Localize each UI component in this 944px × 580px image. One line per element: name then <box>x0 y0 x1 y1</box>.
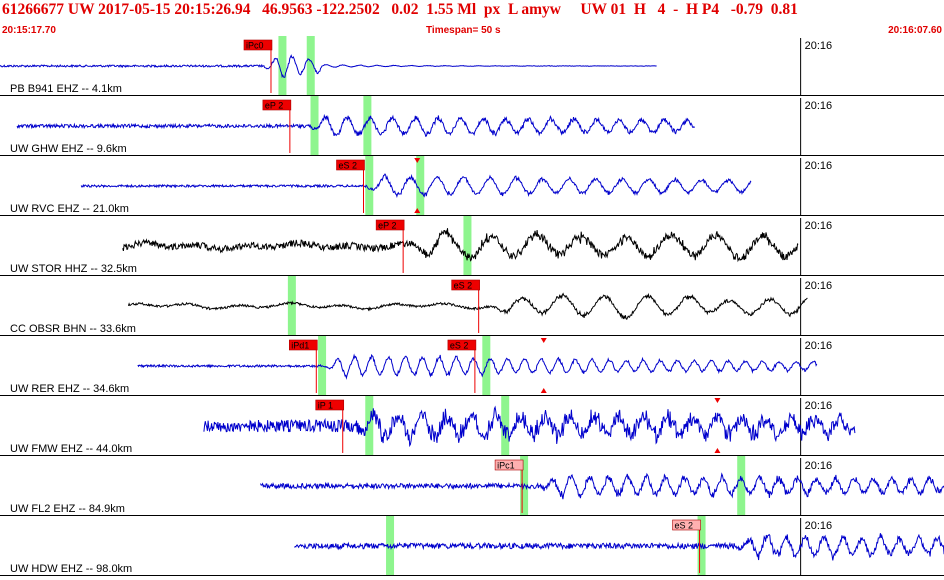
station-row[interactable]: 20:16 eP 2 UW GHW EHZ -- 9.6km <box>0 96 944 156</box>
amplitude-max-marker <box>414 158 421 163</box>
phase-window <box>287 276 296 335</box>
pick-label: iPd1 <box>291 341 309 351</box>
waveform-trace <box>122 228 799 263</box>
station-row[interactable]: 20:16 iP 1 UW FMW EHZ -- 44.0km <box>0 396 944 456</box>
phase-window <box>416 156 425 215</box>
amplitude-min-marker <box>414 208 421 213</box>
station-row[interactable]: 20:16 eS 2 UW HDW EHZ -- 98.0km <box>0 516 944 576</box>
pick-flag[interactable] <box>315 399 345 411</box>
time-tick-label: 20:16 <box>805 520 833 532</box>
pick-label: eS 2 <box>675 521 694 531</box>
waveform-trace <box>294 533 944 561</box>
station-row[interactable]: 20:16 iPd1 eS 2 UW RER EHZ -- 34.6km <box>0 336 944 396</box>
phase-window <box>363 96 372 155</box>
pick-label: eP 2 <box>265 101 283 111</box>
station-label: UW RER EHZ -- 34.6km <box>10 383 129 395</box>
station-label: UW FL2 EHZ -- 84.9km <box>10 503 125 515</box>
pick-flag[interactable] <box>494 459 524 471</box>
phase-window <box>737 456 746 515</box>
pick-label: eS 2 <box>454 281 473 291</box>
pick-label: iPc1 <box>497 461 515 471</box>
waveform-trace <box>203 405 856 448</box>
phase-window <box>365 156 374 215</box>
station-label: UW GHW EHZ -- 9.6km <box>10 143 127 155</box>
pick-label: eS 2 <box>338 161 357 171</box>
waveform-trace <box>16 113 695 138</box>
pick-flag[interactable] <box>336 159 365 171</box>
station-row[interactable]: 20:16 iPc0 PB B941 EHZ -- 4.1km <box>0 36 944 96</box>
station-label: UW FMW EHZ -- 44.0km <box>10 443 132 455</box>
phase-window <box>463 216 472 275</box>
seismogram-panel[interactable]: 20:16 iPc0 PB B941 EHZ -- 4.1km 20:16 eP 2 UW… <box>0 36 944 580</box>
event-header: 61266677 UW 2017-05-15 20:15:26.94 46.95… <box>0 0 944 24</box>
timespan-label: Timespan= 50 s <box>426 25 501 36</box>
station-row[interactable]: 20:16 eS 2 CC OBSR BHN -- 33.6km <box>0 276 944 336</box>
pick-label: eS 2 <box>450 341 469 351</box>
time-tick-label: 20:16 <box>805 280 833 292</box>
waveform-trace <box>127 292 808 320</box>
pick-flag[interactable] <box>243 39 273 51</box>
phase-window <box>310 96 319 155</box>
pick-flag[interactable] <box>375 219 405 231</box>
event-summary-title: 61266677 UW 2017-05-15 20:15:26.94 46.95… <box>2 1 798 18</box>
time-tick-label: 20:16 <box>805 100 833 112</box>
pick-flag[interactable] <box>288 339 318 351</box>
time-tick-label: 20:16 <box>805 220 833 232</box>
pick-label: eP 2 <box>378 221 396 231</box>
phase-window <box>697 516 706 575</box>
pick-flag[interactable] <box>262 99 292 111</box>
station-row[interactable]: 20:16 eP 2 UW STOR HHZ -- 32.5km <box>0 216 944 276</box>
station-label: UW STOR HHZ -- 32.5km <box>10 263 137 275</box>
waveform-trace <box>0 54 657 79</box>
waveform-trace <box>137 353 818 380</box>
amplitude-max-marker <box>540 338 547 343</box>
window-end-time: 20:16:07.60 <box>888 25 942 36</box>
pick-flag[interactable] <box>451 279 480 291</box>
station-label: CC OBSR BHN -- 33.6km <box>10 323 136 335</box>
phase-window <box>365 396 374 455</box>
time-tick-label: 20:16 <box>805 340 833 352</box>
phase-window <box>278 36 287 95</box>
time-tick-label: 20:16 <box>805 40 833 52</box>
station-row[interactable]: 20:16 eS 2 UW RVC EHZ -- 21.0km <box>0 156 944 216</box>
station-row[interactable]: 20:16 iPc1 UW FL2 EHZ -- 84.9km <box>0 456 944 516</box>
station-label: PB B941 EHZ -- 4.1km <box>10 83 122 95</box>
waveform-trace <box>80 173 752 199</box>
time-tick-label: 20:16 <box>805 160 833 172</box>
pick-flag[interactable] <box>672 519 701 531</box>
phase-window <box>306 36 315 95</box>
waveform-trace <box>260 472 944 500</box>
time-tick-label: 20:16 <box>805 400 833 412</box>
time-tick-label: 20:16 <box>805 460 833 472</box>
station-label: UW RVC EHZ -- 21.0km <box>10 203 129 215</box>
station-label: UW HDW EHZ -- 98.0km <box>10 563 132 575</box>
pick-label: iPc0 <box>246 41 264 51</box>
amplitude-max-marker <box>714 398 721 403</box>
pick-label: iP 1 <box>318 401 333 411</box>
pick-flag[interactable] <box>447 339 477 351</box>
window-start-time: 20:15:17.70 <box>2 25 56 36</box>
amplitude-min-marker <box>540 388 547 393</box>
amplitude-min-marker <box>714 448 721 453</box>
